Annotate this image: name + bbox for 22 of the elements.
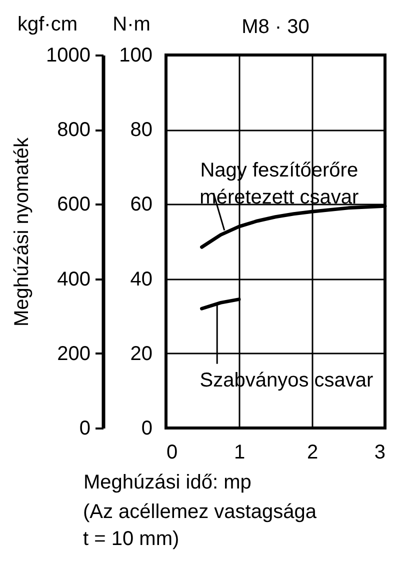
y2-tick-label: 200 — [57, 342, 90, 365]
y2-tick-label: 0 — [79, 418, 90, 440]
y-tick-label: 0 — [141, 418, 152, 440]
y2-tick-label: 400 — [57, 268, 90, 290]
y-axis-title: N·m — [112, 14, 150, 36]
x-axis-title: Meghúzási idő: mp — [84, 472, 252, 494]
y-tick-label: 100 — [119, 44, 152, 66]
y-tick-label: 20 — [130, 342, 152, 365]
x-tick-label: 2 — [306, 442, 318, 464]
text: Meghúzási nyomaték — [11, 136, 33, 326]
y-tick-label: 40 — [130, 268, 152, 290]
chart-title: M8 · 30 — [242, 16, 310, 38]
text: (Az acéllemez vastagsága t = 10 mm) — [83, 501, 318, 550]
y2-tick-label: 800 — [57, 119, 90, 142]
y2-axis-title: kgf·cm — [18, 14, 78, 36]
y2-tick-label: 600 — [57, 194, 90, 216]
y-tick-label: 80 — [130, 119, 152, 142]
y-tick-label: 60 — [130, 194, 152, 216]
x-tick-label: 0 — [166, 442, 178, 464]
y2-tick-label: 1000 — [46, 44, 90, 66]
x-tick-label: 1 — [234, 442, 246, 464]
x-tick-label: 3 — [374, 442, 386, 464]
